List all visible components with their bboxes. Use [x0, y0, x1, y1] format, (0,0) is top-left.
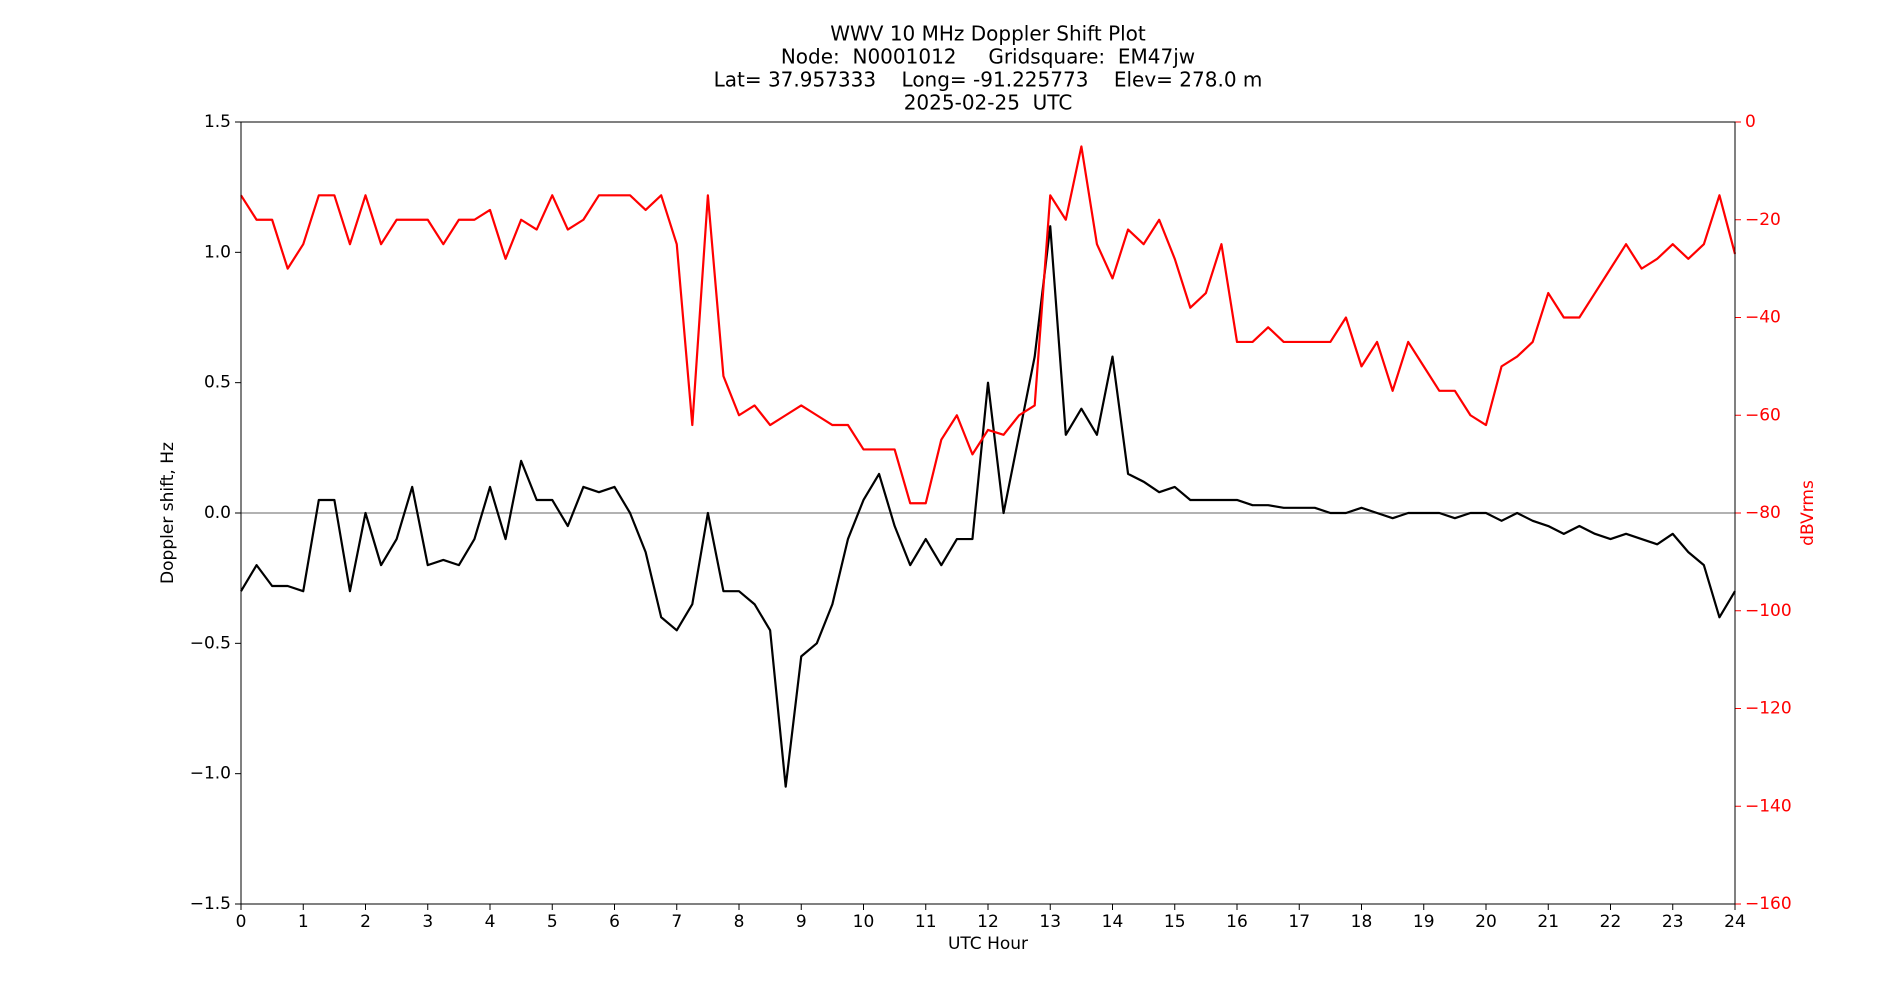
x-tick-label: 10: [853, 912, 875, 932]
y-tick-label: −0.5: [190, 633, 231, 653]
y2-tick-label: −160: [1745, 894, 1792, 914]
x-tick-label: 14: [1102, 912, 1124, 932]
y-tick-label: 1.5: [204, 112, 231, 132]
x-axis-label: UTC Hour: [948, 934, 1028, 954]
x-tick-label: 18: [1351, 912, 1373, 932]
y2-tick-label: −40: [1745, 308, 1781, 328]
x-tick-label: 1: [298, 912, 309, 932]
chart-title: WWV 10 MHz Doppler Shift Plot: [830, 22, 1146, 46]
y2-tick-label: 0: [1745, 112, 1756, 132]
x-tick-label: 19: [1413, 912, 1435, 932]
x-tick-label: 6: [609, 912, 620, 932]
y-tick-label: −1.0: [190, 764, 231, 784]
data-line: [240, 145, 1737, 505]
x-tick-label: 11: [915, 912, 937, 932]
y-tick-label: 0.0: [204, 503, 231, 523]
y2-tick-label: −80: [1745, 503, 1781, 523]
x-tick-label: 3: [422, 912, 433, 932]
x-tick-label: 8: [734, 912, 745, 932]
y2-tick-label: −120: [1745, 699, 1792, 719]
y-tick-label: 0.5: [204, 373, 231, 393]
x-tick-label: 16: [1226, 912, 1248, 932]
chart-subtitle: 2025-02-25 UTC: [904, 91, 1073, 115]
x-tick-label: 4: [485, 912, 496, 932]
x-tick-label: 20: [1475, 912, 1497, 932]
chart-subtitle: Lat= 37.957333 Long= -91.225773 Elev= 27…: [714, 68, 1263, 92]
y2-tick-label: −20: [1745, 210, 1781, 230]
y2-axis-label: dBVrms: [1798, 480, 1818, 546]
x-tick-label: 17: [1288, 912, 1310, 932]
chart-subtitle: Node: N0001012 Gridsquare: EM47jw: [781, 45, 1195, 69]
data-line: [240, 225, 1736, 788]
x-tick-label: 7: [671, 912, 682, 932]
y2-tick-label: −60: [1745, 405, 1781, 425]
x-tick-label: 23: [1662, 912, 1684, 932]
x-tick-label: 24: [1724, 912, 1746, 932]
x-tick-label: 0: [236, 912, 247, 932]
x-tick-label: 2: [360, 912, 371, 932]
y2-tick-label: −100: [1745, 601, 1792, 621]
plot-frame: [240, 121, 1736, 905]
x-tick-label: 22: [1600, 912, 1622, 932]
y-axis-label: Doppler shift, Hz: [158, 442, 178, 584]
y-tick-label: 1.0: [204, 242, 231, 262]
x-tick-label: 15: [1164, 912, 1186, 932]
x-tick-label: 12: [977, 912, 999, 932]
x-tick-label: 9: [796, 912, 807, 932]
x-tick-label: 13: [1039, 912, 1061, 932]
x-tick-label: 5: [547, 912, 558, 932]
y2-tick-label: −140: [1745, 796, 1792, 816]
y-tick-label: −1.5: [190, 894, 231, 914]
x-tick-label: 21: [1537, 912, 1559, 932]
